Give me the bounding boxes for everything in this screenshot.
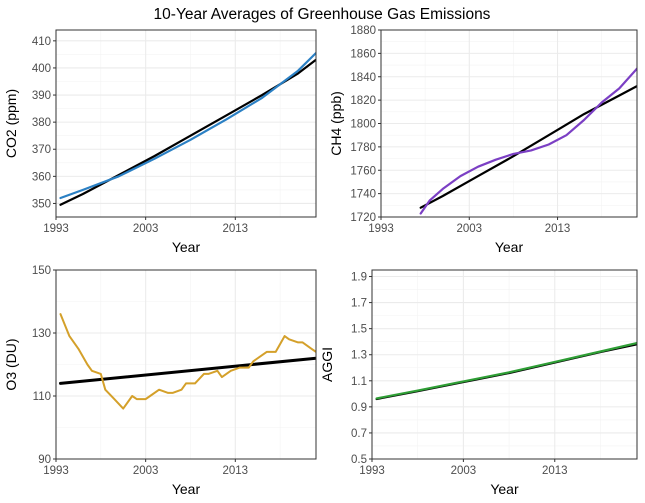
y-axis-title: AGGI: [319, 347, 335, 382]
x-tick-label: 1993: [359, 465, 385, 477]
x-tick-label: 2003: [133, 223, 159, 235]
y-tick-label: 1.3: [351, 350, 367, 362]
panel-3: 1993 2003 2013 90 110 130 150 Year O3 (DU): [3, 265, 317, 497]
y-tick-label: 1840: [350, 72, 376, 84]
series-line-2: [419, 67, 637, 215]
y-tick-label: 400: [32, 63, 51, 75]
y-tick-label: 0.7: [351, 428, 367, 440]
y-tick-label: 0.5: [351, 454, 367, 466]
y-tick-label: 1.9: [351, 272, 367, 284]
x-tick-label: 2013: [542, 465, 568, 477]
y-tick-label: 1800: [350, 119, 376, 131]
series-line-2: [59, 313, 316, 410]
series-line-2: [59, 51, 316, 200]
x-tick-label: 2003: [451, 465, 477, 477]
panel-1: 1993 2003 2013 350 360 370 380 390 400 410 Year CO2…: [3, 29, 317, 255]
x-tick-label: 2003: [133, 465, 159, 477]
y-tick-label: 1820: [350, 95, 376, 107]
y-tick-label: 1740: [350, 189, 376, 201]
x-tick-label: 1993: [43, 223, 69, 235]
x-tick-label: 1993: [368, 223, 394, 235]
x-axis-title: Year: [172, 481, 201, 497]
x-tick-label: 1993: [43, 465, 69, 477]
y-tick-label: 110: [33, 391, 51, 403]
y-tick-label: 0.9: [351, 402, 367, 414]
y-tick-label: 1860: [350, 48, 376, 60]
plot-border: [371, 269, 638, 460]
panel-2: 1993 2003 2013 1720 1740 1760 1780 1800 1820 1840…: [328, 25, 638, 255]
y-tick-label: 360: [32, 171, 51, 183]
chart-title: 10-Year Averages of Greenhouse Gas Emiss…: [154, 6, 491, 23]
y-tick-label: 90: [38, 454, 51, 466]
y-tick-label: 370: [32, 144, 51, 156]
y-axis-title: CO2 (ppm): [3, 89, 19, 158]
x-tick-label: 2003: [456, 223, 482, 235]
y-tick-label: 390: [32, 90, 51, 102]
y-tick-label: 410: [32, 36, 51, 48]
x-tick-label: 2013: [223, 223, 249, 235]
y-tick-label: 1780: [350, 142, 376, 154]
y-tick-label: 380: [32, 117, 51, 129]
y-tick-label: 1.1: [351, 376, 367, 388]
y-tick-label: 130: [32, 328, 51, 340]
panel-4: 1993 2003 2013 0.5 0.7 0.9 1.1 1.3 1.5 1.7 1.9 Year…: [319, 269, 638, 497]
y-axis-title: O3 (DU): [3, 338, 19, 390]
series-line-2: [375, 341, 637, 400]
x-axis-title: Year: [490, 481, 519, 497]
y-tick-label: 1880: [350, 25, 376, 37]
y-tick-label: 1760: [350, 165, 376, 177]
y-tick-label: 350: [32, 198, 51, 210]
plot-border: [55, 269, 317, 460]
y-tick-label: 150: [32, 265, 51, 277]
x-tick-label: 2013: [545, 223, 571, 235]
x-axis-title: Year: [172, 239, 201, 255]
series-line-1: [419, 84, 637, 209]
plot-border: [55, 29, 317, 218]
x-axis-title: Year: [495, 239, 524, 255]
x-tick-label: 2013: [223, 465, 249, 477]
y-tick-label: 1720: [350, 212, 376, 224]
y-tick-label: 1.7: [351, 298, 367, 310]
plot-background: [372, 270, 637, 459]
plot-background: [56, 30, 316, 217]
y-axis-title: CH4 (ppb): [328, 91, 344, 156]
y-tick-label: 1.5: [351, 324, 367, 336]
